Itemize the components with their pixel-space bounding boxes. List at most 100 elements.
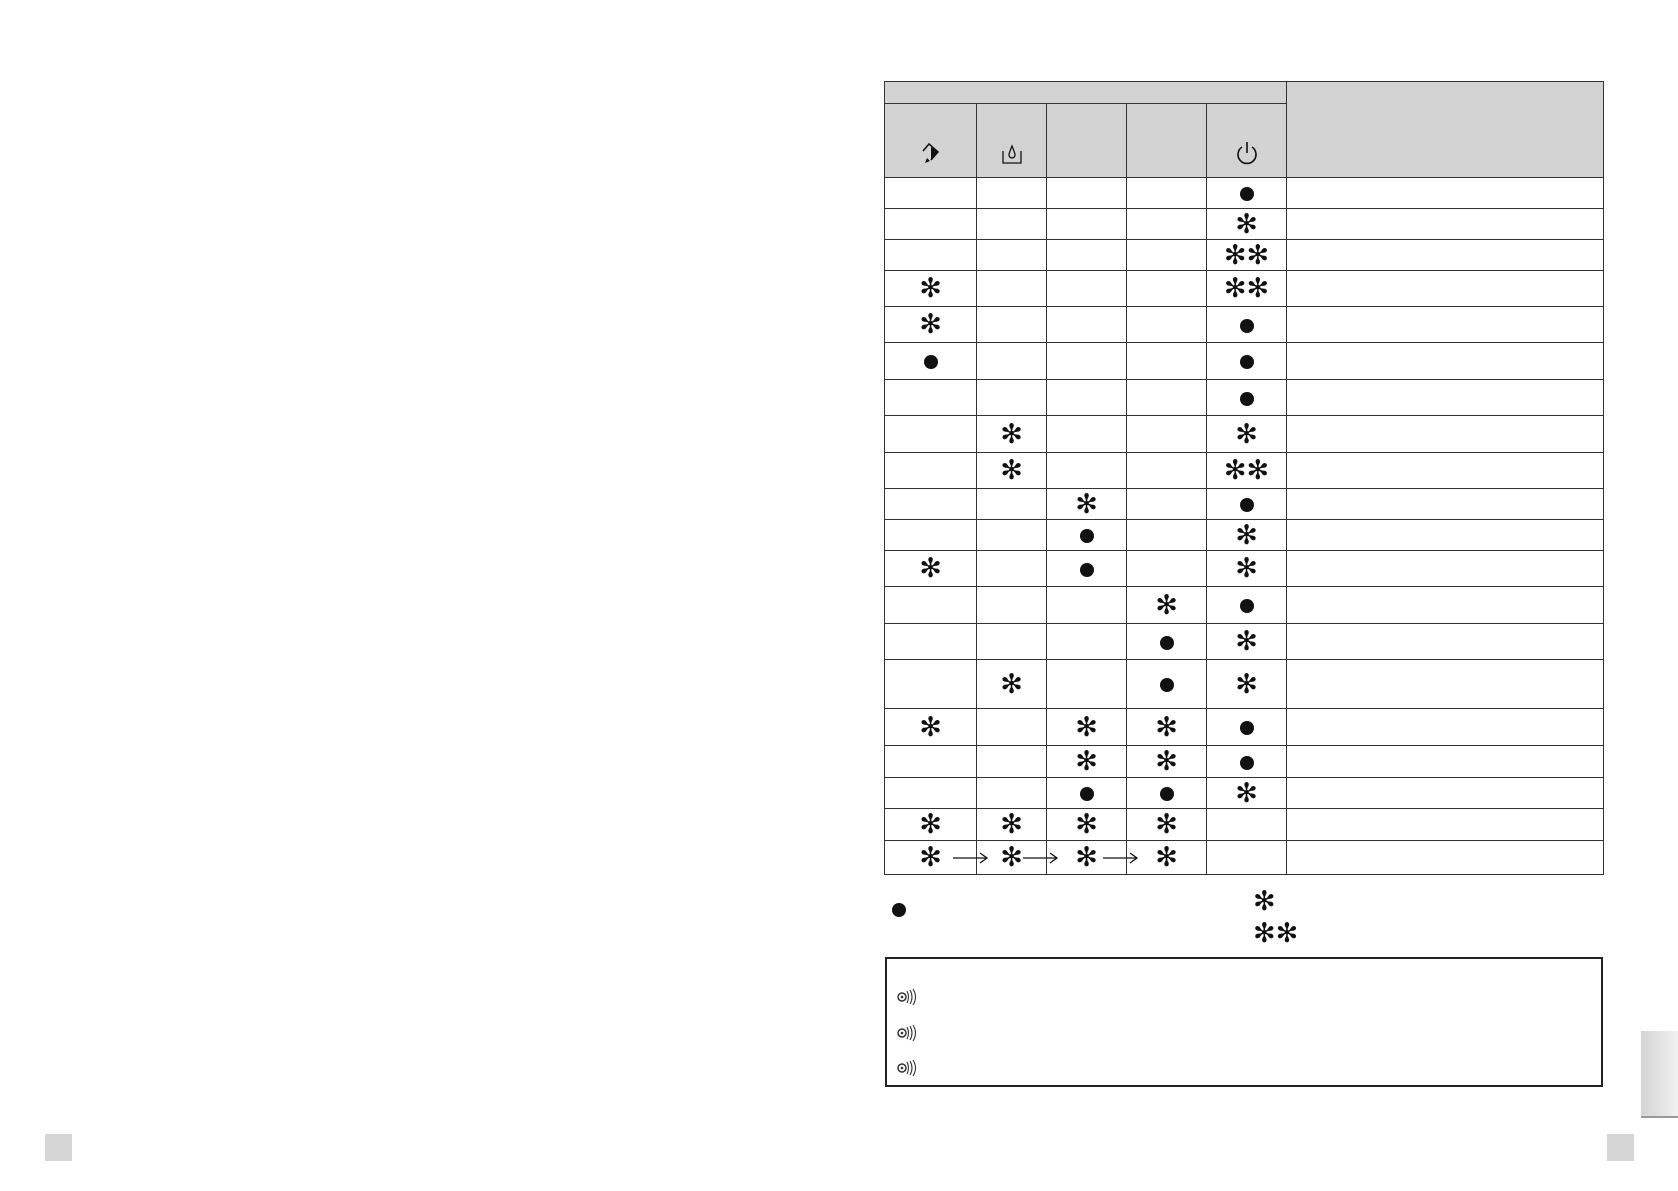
indicator-table: ✻ ✻✻ ✻ ✻✻ ✻ ✻ ✻ ✻ ✻✻ ✻ ✻ ✻ ✻ ✻ ✻ ✻ ✻ ✻ ✻ ✻ ✻ ✻ ✻ ✻ ✻ ✻ ✻ ✻ ✻ ✻ ✻ xyxy=(884,81,1604,875)
asterisk-symbol: ✻ xyxy=(1155,809,1178,840)
water-tank-icon xyxy=(1000,144,1024,171)
status-cell xyxy=(1126,379,1207,416)
status-cell: ✻ xyxy=(1126,708,1207,746)
status-cell xyxy=(1206,379,1287,416)
table-row: ✻ ✻ ✻ ✻ xyxy=(884,808,1604,841)
status-cell: ✻✻ xyxy=(1206,270,1287,307)
asterisk-symbol: ✻ xyxy=(1155,842,1178,873)
status-cell: ✻ xyxy=(1206,519,1287,551)
table-row: ✻✻ xyxy=(884,239,1604,271)
asterisk-symbol: ✻ xyxy=(1000,809,1023,840)
description-cell xyxy=(1286,270,1604,307)
status-cell xyxy=(976,306,1047,343)
header-cell-1 xyxy=(884,103,977,178)
status-cell xyxy=(884,452,977,489)
description-cell xyxy=(1286,586,1604,624)
status-cell: ✻ xyxy=(1046,745,1127,778)
status-cell xyxy=(1046,342,1127,380)
status-cell xyxy=(1046,550,1127,587)
asterisk-symbol: ✻ xyxy=(1235,519,1258,551)
power-icon xyxy=(1234,142,1260,171)
dot-symbol xyxy=(892,902,906,917)
status-cell xyxy=(884,342,977,380)
status-cell xyxy=(1046,777,1127,809)
table-row: ✻ xyxy=(884,488,1604,520)
status-cell xyxy=(1206,708,1287,746)
status-cell xyxy=(1206,342,1287,380)
status-cell: ✻ xyxy=(953,840,1047,875)
status-cell xyxy=(1046,659,1127,709)
header-description-cell xyxy=(1286,81,1604,178)
dot-symbol xyxy=(1239,721,1254,735)
status-cell: ✻ xyxy=(976,659,1047,709)
status-cell xyxy=(976,239,1047,271)
double-asterisk-symbol: ✻✻ xyxy=(1223,273,1270,304)
asterisk-symbol: ✻ xyxy=(1000,455,1023,486)
speaker-icon xyxy=(897,1058,919,1078)
status-cell xyxy=(1046,623,1127,660)
asterisk-symbol: ✻ xyxy=(1000,418,1023,450)
asterisk-symbol: ✻ xyxy=(919,842,942,873)
status-cell xyxy=(884,745,977,778)
description-cell xyxy=(1286,840,1604,875)
table-row: ✻ ✻ ✻ ✻ xyxy=(884,840,1604,875)
asterisk-symbol: ✻ xyxy=(1075,488,1098,520)
dot-symbol xyxy=(1239,599,1254,613)
status-cell xyxy=(884,415,977,453)
legend-star: ✻ xyxy=(1253,888,1276,915)
status-cell xyxy=(976,550,1047,587)
asterisk-symbol: ✻ xyxy=(1155,711,1178,743)
status-cell xyxy=(976,777,1047,809)
header-cell-5 xyxy=(1206,103,1287,178)
status-cell xyxy=(1046,208,1127,240)
table-row: ✻✻ xyxy=(884,659,1604,709)
table-row: ✻✻✻ xyxy=(884,452,1604,489)
status-cell xyxy=(1126,519,1207,551)
status-cell xyxy=(1126,208,1207,240)
status-cell xyxy=(976,342,1047,380)
section-tab xyxy=(1641,1031,1678,1118)
double-asterisk-symbol: ✻✻ xyxy=(1253,918,1299,949)
speaker-icon xyxy=(897,987,919,1007)
asterisk-symbol: ✻ xyxy=(919,273,942,304)
table-row: ✻✻ xyxy=(884,550,1604,587)
status-cell xyxy=(976,488,1047,520)
asterisk-symbol: ✻ xyxy=(1155,746,1178,777)
status-cell xyxy=(1126,550,1207,587)
status-cell: ✻ xyxy=(1206,623,1287,660)
dot-symbol xyxy=(1079,787,1094,801)
eraser-icon xyxy=(918,142,944,171)
status-cell xyxy=(976,586,1047,624)
status-cell xyxy=(1046,452,1127,489)
status-cell xyxy=(1206,306,1287,343)
status-cell xyxy=(976,208,1047,240)
table-row xyxy=(884,342,1604,380)
status-cell xyxy=(1206,840,1287,875)
status-cell xyxy=(1126,415,1207,453)
dot-symbol xyxy=(1159,787,1174,801)
status-cell: ✻ xyxy=(1046,808,1127,841)
asterisk-symbol: ✻ xyxy=(1075,711,1098,743)
dot-symbol xyxy=(1239,318,1254,333)
header-row-top xyxy=(884,81,1604,178)
description-cell xyxy=(1286,415,1604,453)
asterisk-symbol: ✻ xyxy=(1000,668,1023,700)
status-cell: ✻ xyxy=(884,708,977,746)
status-cell xyxy=(1046,306,1127,343)
status-cell xyxy=(1126,306,1207,343)
status-cell: ✻ xyxy=(1206,550,1287,587)
status-cell xyxy=(1126,488,1207,520)
status-cell: ✻ xyxy=(1206,659,1287,709)
status-cell: ✻ xyxy=(976,808,1047,841)
status-cell xyxy=(884,177,977,209)
status-cell: ✻ xyxy=(884,550,977,587)
dot-symbol xyxy=(1239,187,1254,201)
status-cell: ✻ xyxy=(1126,808,1207,841)
description-cell xyxy=(1286,379,1604,416)
dot-symbol xyxy=(1239,755,1254,770)
status-cell xyxy=(976,379,1047,416)
description-cell xyxy=(1286,306,1604,343)
table-row xyxy=(884,177,1604,209)
status-cell xyxy=(976,270,1047,307)
dot-symbol xyxy=(923,355,938,369)
